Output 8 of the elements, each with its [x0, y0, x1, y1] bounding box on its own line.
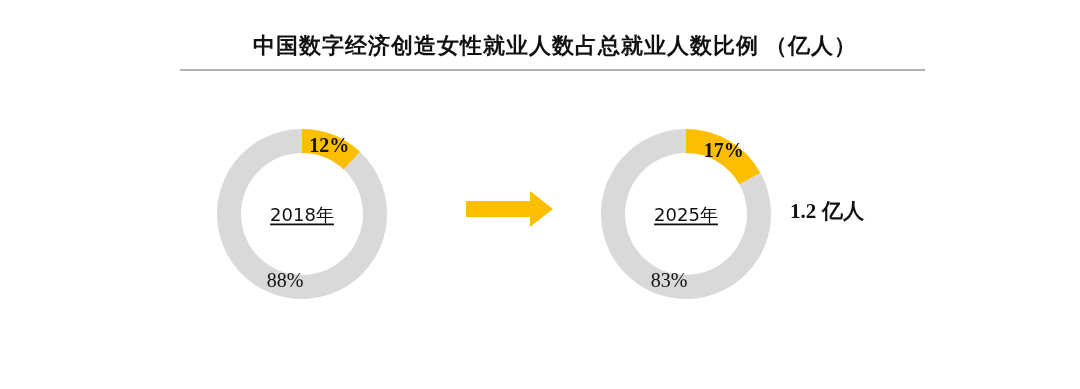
data-label: 83%	[650, 268, 688, 291]
data-label: 17%	[703, 139, 744, 162]
data-label: 12%	[309, 134, 350, 157]
text: 中国数字经济创造女性就业人数占总就业人数比例 （亿人）	[252, 32, 858, 58]
text: 2018年	[270, 203, 334, 225]
text: 2025年	[654, 203, 718, 225]
data-label: 88%	[266, 268, 304, 291]
text: 1.2 亿人	[790, 199, 865, 223]
